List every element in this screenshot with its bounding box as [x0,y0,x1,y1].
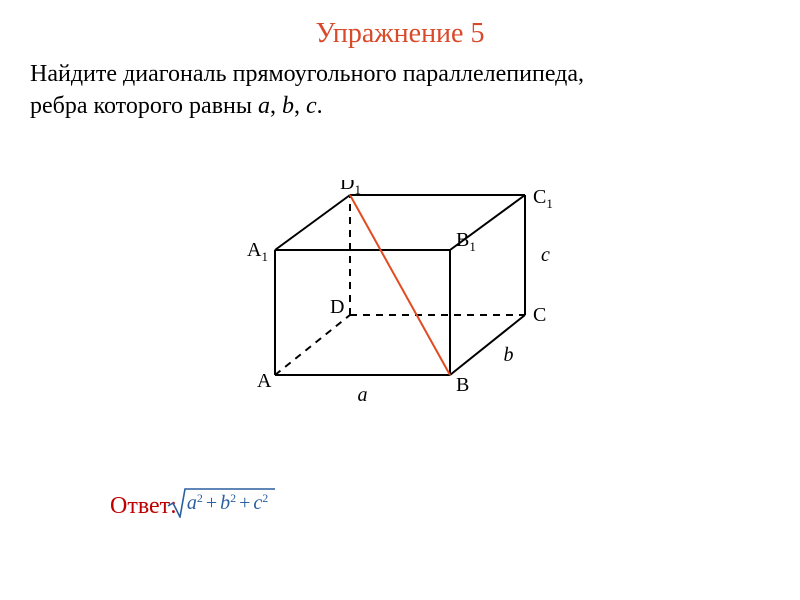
rad-plus1: + [203,492,220,514]
answer-label: Ответ: [110,493,177,520]
answer-row: Ответ: a2+b2+c2 [110,490,274,522]
svg-text:C: C [533,304,546,326]
svg-text:A1: A1 [247,239,268,264]
rad-c-sq: 2 [262,491,268,505]
sep1: , [270,93,282,119]
svg-text:D: D [330,296,344,318]
rad-a: a [187,492,197,514]
period: . [317,93,323,119]
rad-c: c [253,492,262,514]
exercise-title: Упражнение 5 [0,18,800,50]
rad-b-sq: 2 [230,491,236,505]
sep2: , [294,93,306,119]
var-a: a [258,93,270,119]
rad-b: b [220,492,230,514]
cuboid-svg: ABCDA1B1C1D1abc [215,180,585,420]
var-b: b [282,93,294,119]
var-c: c [306,93,317,119]
rad-plus2: + [236,492,253,514]
svg-text:a: a [358,384,368,406]
diagram: ABCDA1B1C1D1abc [0,180,800,425]
rad-a-sq: 2 [197,491,203,505]
svg-text:c: c [541,244,550,266]
problem-line2-pre: ребра которого равны [30,93,258,119]
svg-text:b: b [504,344,514,366]
problem-text: Найдите диагональ прямоугольного паралле… [30,58,770,123]
svg-text:B: B [456,374,469,396]
svg-text:A: A [257,370,272,392]
problem-line1: Найдите диагональ прямоугольного паралле… [30,61,584,87]
radicand: a2+b2+c2 [183,490,274,514]
answer-formula: a2+b2+c2 [183,490,274,522]
slide: Упражнение 5 Найдите диагональ прямоугол… [0,0,800,600]
svg-text:C1: C1 [533,186,553,211]
